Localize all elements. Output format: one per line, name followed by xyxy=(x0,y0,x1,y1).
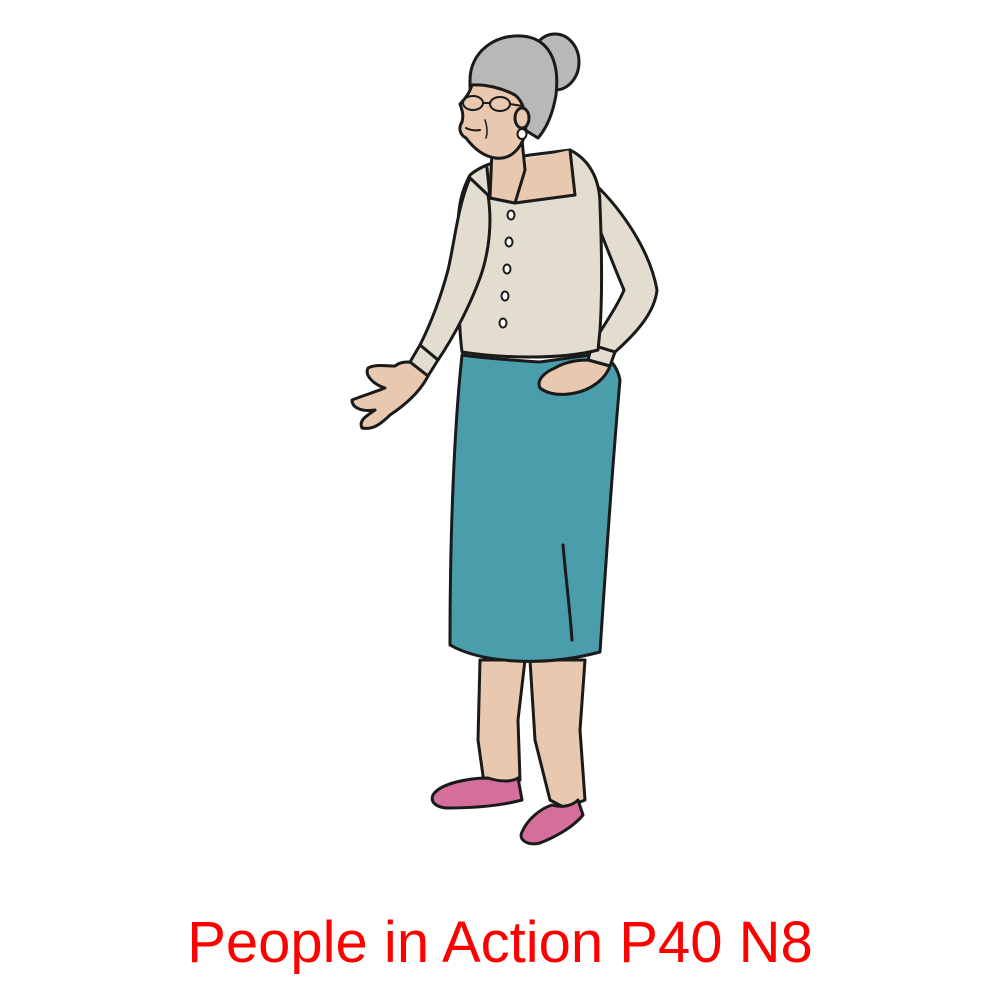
skirt-fold xyxy=(561,543,574,642)
ear xyxy=(513,106,531,130)
skirt xyxy=(448,352,622,663)
cardigan-button xyxy=(506,209,516,221)
wrinkle xyxy=(484,119,488,139)
glasses-arm xyxy=(509,103,523,107)
left-hand xyxy=(350,360,430,430)
right-hand xyxy=(537,358,612,396)
mouth xyxy=(465,127,481,132)
left-leg xyxy=(476,658,527,797)
right-shoe xyxy=(519,798,585,846)
cardigan-button xyxy=(502,263,512,275)
elderly-woman-illustration xyxy=(350,32,659,846)
left-shoe xyxy=(430,776,524,810)
cardigan-button xyxy=(504,236,514,248)
earring xyxy=(516,128,528,140)
right-leg xyxy=(528,658,587,810)
cardigan-button xyxy=(500,290,510,302)
cardigan-button xyxy=(498,317,508,329)
caption: People in Action P40 N8 xyxy=(187,910,813,975)
